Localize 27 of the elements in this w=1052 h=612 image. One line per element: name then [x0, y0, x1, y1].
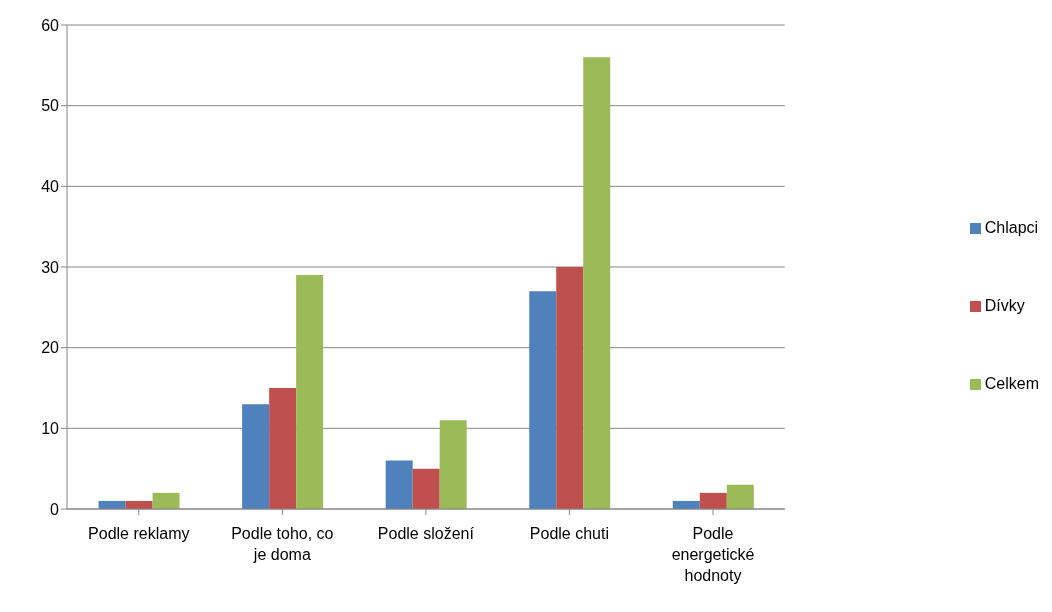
x-tick-label: Podle chuti: [529, 525, 610, 543]
y-tick-label: 10: [41, 420, 60, 438]
bar: [412, 468, 440, 509]
bar: [296, 275, 324, 509]
bar: [556, 267, 584, 509]
bar: [385, 460, 413, 509]
y-tick-label: 20: [41, 339, 60, 357]
bar: [439, 420, 467, 509]
bar: [583, 57, 611, 509]
y-tick-label: 50: [41, 97, 60, 115]
x-tick-label: Podle reklamy: [88, 525, 190, 543]
x-tick-label: Podle toho, co je doma: [231, 525, 334, 564]
y-tick-label: 60: [41, 16, 60, 34]
y-tick-label: 0: [50, 500, 60, 518]
bar: [152, 492, 180, 509]
bar: [726, 484, 754, 509]
legend-label: Chlapci: [984, 219, 1039, 237]
bar: [529, 291, 557, 509]
bar: [269, 388, 297, 509]
x-tick-label: Podle složení: [377, 525, 475, 543]
legend-label: Dívky: [984, 297, 1025, 315]
bar: [242, 404, 270, 509]
bar: [699, 492, 727, 509]
x-tick-label: Podle energetické hodnoty: [671, 525, 755, 584]
y-tick-label: 40: [41, 178, 60, 196]
y-tick-label: 30: [41, 258, 60, 276]
legend-label: Celkem: [984, 375, 1039, 393]
